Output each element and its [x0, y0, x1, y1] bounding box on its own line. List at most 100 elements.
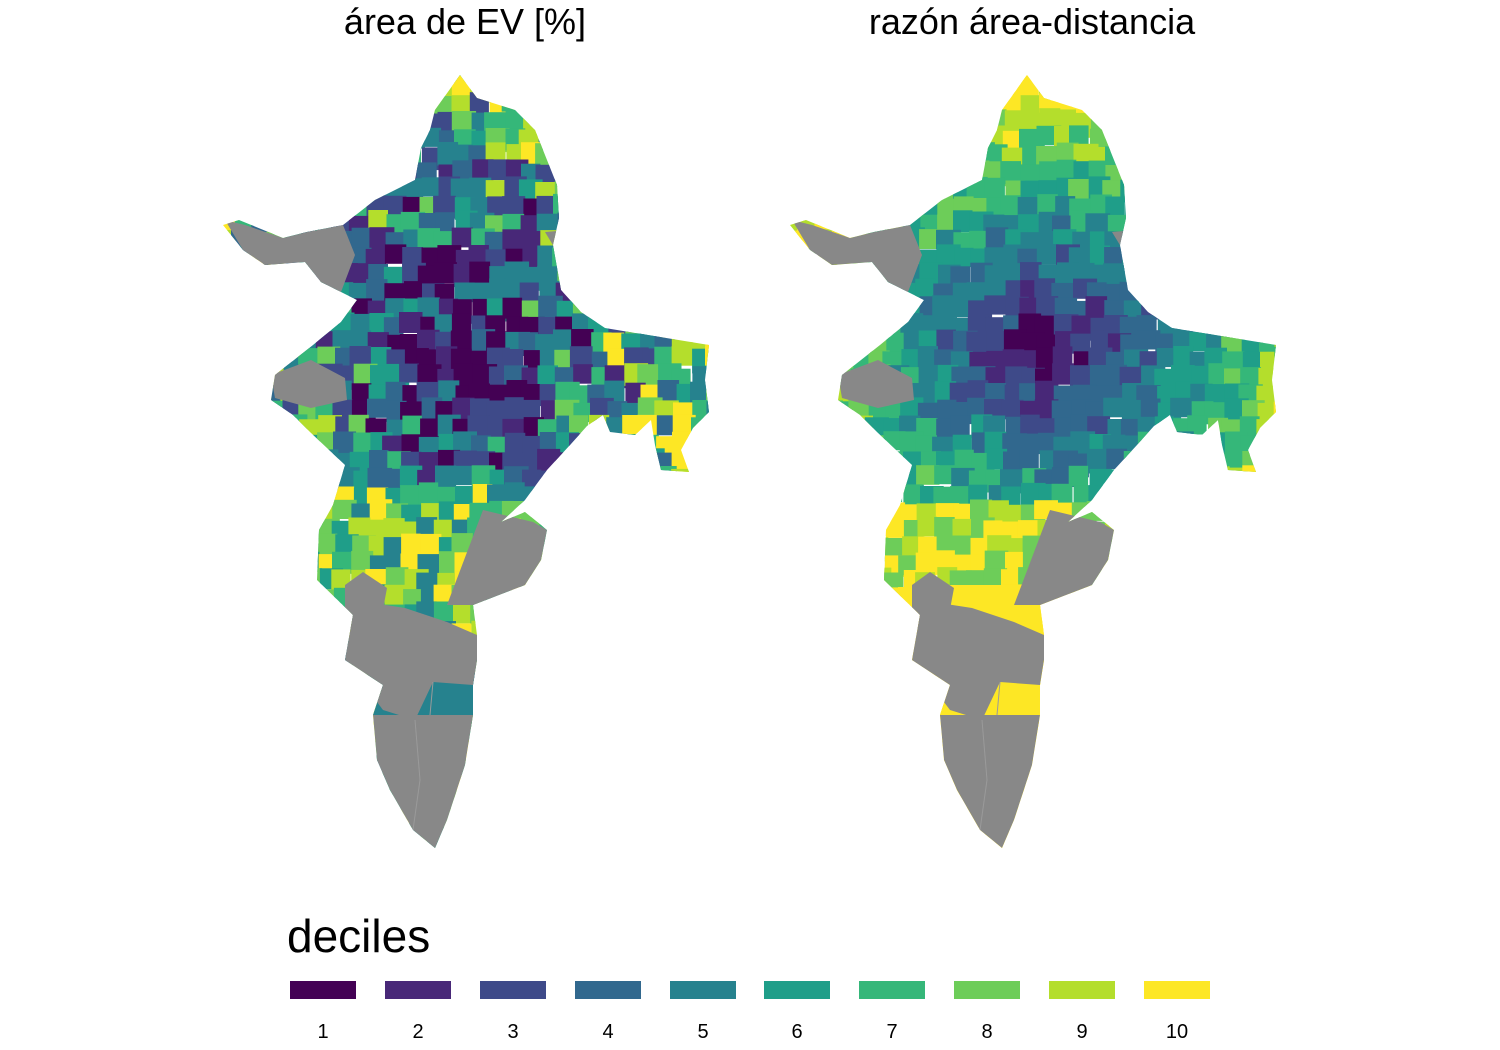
district-polygon: [637, 470, 660, 490]
district-polygon: [1207, 230, 1233, 251]
district-polygon: [553, 75, 578, 81]
district-polygon: [606, 771, 629, 793]
district-polygon: [1275, 669, 1276, 690]
district-polygon: [706, 300, 709, 323]
district-polygon: [1156, 708, 1181, 732]
district-polygon: [299, 775, 324, 800]
district-polygon: [1207, 553, 1227, 574]
district-polygon: [882, 483, 903, 502]
district-polygon: [915, 75, 938, 99]
district-polygon: [796, 501, 818, 525]
district-polygon: [657, 656, 679, 678]
district-polygon: [674, 674, 699, 696]
district-polygon: [654, 295, 678, 317]
district-polygon: [538, 635, 559, 661]
district-polygon: [1243, 283, 1268, 306]
district-polygon: [1258, 110, 1276, 132]
district-polygon: [707, 517, 709, 538]
district-polygon: [333, 725, 359, 750]
district-polygon: [623, 669, 643, 690]
district-polygon: [249, 553, 273, 573]
district-polygon: [1275, 418, 1276, 442]
district-polygon: [689, 740, 709, 761]
district-polygon: [708, 550, 709, 571]
district-polygon: [658, 790, 679, 810]
district-polygon: [623, 195, 644, 217]
district-polygon: [1256, 194, 1276, 218]
district-polygon: [552, 126, 576, 150]
district-polygon: [1004, 110, 1025, 135]
district-polygon: [520, 673, 545, 696]
district-polygon: [555, 791, 579, 811]
district-polygon: [333, 112, 353, 134]
district-polygon: [223, 75, 235, 80]
district-polygon: [901, 809, 925, 835]
district-polygon: [1240, 537, 1262, 558]
district-polygon: [603, 332, 625, 354]
district-polygon: [848, 129, 873, 153]
district-polygon: [1136, 603, 1156, 623]
district-polygon: [1277, 194, 1292, 218]
district-polygon: [571, 79, 592, 103]
district-polygon: [850, 433, 871, 456]
district-polygon: [1224, 500, 1249, 522]
district-polygon: [223, 841, 239, 848]
district-polygon: [605, 822, 627, 844]
district-polygon: [625, 827, 649, 848]
district-polygon: [451, 227, 473, 248]
district-polygon: [488, 827, 511, 848]
district-polygon: [707, 622, 709, 643]
district-polygon: [1071, 623, 1095, 646]
district-polygon: [1222, 688, 1247, 714]
district-polygon: [790, 774, 804, 795]
district-polygon: [654, 346, 677, 367]
district-polygon: [1071, 707, 1092, 729]
district-polygon: [1206, 466, 1230, 491]
district-polygon: [586, 708, 608, 731]
district-polygon: [1223, 125, 1246, 146]
district-polygon: [231, 382, 256, 405]
district-polygon: [284, 640, 306, 661]
district-polygon: [1272, 265, 1276, 290]
district-polygon: [869, 826, 890, 847]
district-polygon: [833, 754, 854, 779]
district-polygon: [637, 434, 659, 455]
district-polygon: [319, 109, 345, 130]
district-polygon: [796, 652, 821, 673]
legend-swatch-3: [480, 981, 546, 999]
district-polygon: [622, 451, 644, 471]
district-polygon: [589, 76, 611, 96]
district-polygon: [264, 687, 289, 707]
district-polygon: [813, 382, 835, 403]
legend-label-1: 1: [317, 1021, 329, 1043]
district-polygon: [1190, 196, 1215, 219]
district-polygon: [790, 788, 807, 812]
district-polygon: [624, 776, 649, 798]
district-polygon: [315, 737, 338, 758]
district-polygon: [1090, 844, 1110, 848]
district-polygon: [315, 176, 338, 196]
district-polygon: [435, 75, 459, 83]
district-polygon: [286, 75, 308, 83]
district-polygon: [353, 95, 376, 119]
district-polygon: [248, 774, 272, 794]
district-polygon: [641, 621, 667, 646]
district-polygon: [901, 720, 925, 746]
district-polygon: [589, 806, 613, 830]
district-polygon: [985, 383, 1007, 403]
district-polygon: [707, 196, 709, 216]
district-polygon: [247, 639, 268, 661]
district-polygon: [834, 483, 858, 504]
district-polygon: [816, 160, 836, 182]
district-polygon: [1274, 346, 1276, 368]
district-polygon: [1170, 397, 1193, 418]
district-polygon: [552, 504, 574, 525]
district-polygon: [986, 448, 1008, 470]
district-polygon: [1243, 126, 1267, 149]
district-polygon: [570, 246, 590, 266]
district-polygon: [917, 516, 938, 537]
district-polygon: [657, 571, 682, 592]
district-polygon: [349, 807, 372, 828]
district-polygon: [233, 776, 253, 797]
district-polygon: [1123, 110, 1145, 131]
